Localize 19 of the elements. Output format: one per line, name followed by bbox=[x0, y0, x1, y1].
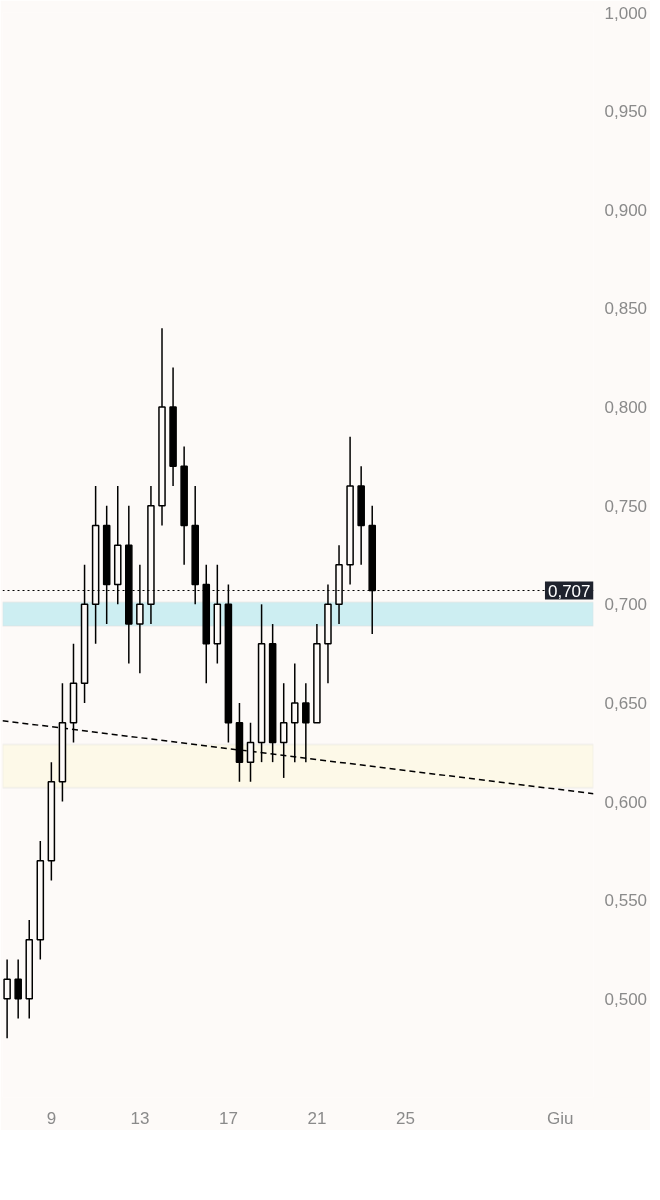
x-tick-label: 13 bbox=[130, 1108, 150, 1128]
y-tick-label: 0,800 bbox=[604, 398, 648, 418]
x-tick-label: 25 bbox=[395, 1108, 415, 1128]
y-tick-label: 0,650 bbox=[604, 693, 648, 713]
y-tick-label: 0,750 bbox=[604, 496, 648, 516]
ref-line-label: 0,707 bbox=[547, 581, 591, 601]
y-tick-label: 0,500 bbox=[604, 989, 648, 1009]
y-tick-label: 0,950 bbox=[604, 102, 648, 122]
y-tick-label: 0,900 bbox=[604, 200, 648, 220]
x-tick-label: 9 bbox=[46, 1108, 57, 1128]
candlestick bbox=[14, 958, 22, 1020]
y-tick-label: 0,550 bbox=[604, 891, 648, 911]
y-tick-label: 0,600 bbox=[604, 792, 648, 812]
y-tick-label: 0,850 bbox=[604, 299, 648, 319]
y-tick-label: 0,700 bbox=[604, 595, 648, 615]
y-tick-label: 1,000 bbox=[604, 3, 648, 23]
x-tick-label: 17 bbox=[218, 1108, 238, 1128]
x-tick-label: 21 bbox=[307, 1108, 327, 1128]
x-tick-label: Giu bbox=[547, 1108, 574, 1128]
